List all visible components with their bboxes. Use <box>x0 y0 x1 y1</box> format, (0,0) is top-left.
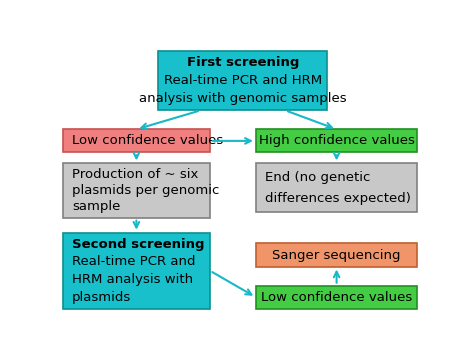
Text: Real-time PCR and: Real-time PCR and <box>72 255 196 268</box>
FancyBboxPatch shape <box>63 233 210 309</box>
Text: HRM analysis with: HRM analysis with <box>72 273 193 286</box>
Text: analysis with genomic samples: analysis with genomic samples <box>139 92 347 105</box>
Text: First screening: First screening <box>187 56 299 69</box>
Text: plasmids per genomic: plasmids per genomic <box>72 184 219 197</box>
Text: Low confidence values: Low confidence values <box>261 291 412 304</box>
Text: Low confidence values: Low confidence values <box>72 134 223 148</box>
FancyBboxPatch shape <box>158 50 328 110</box>
Text: plasmids: plasmids <box>72 291 131 304</box>
FancyBboxPatch shape <box>63 163 210 218</box>
FancyBboxPatch shape <box>256 129 418 152</box>
Text: differences expected): differences expected) <box>265 192 411 205</box>
Text: Production of ~ six: Production of ~ six <box>72 168 199 180</box>
Text: Second screening: Second screening <box>72 238 205 251</box>
FancyBboxPatch shape <box>63 129 210 152</box>
Text: Sanger sequencing: Sanger sequencing <box>273 249 401 262</box>
Text: End (no genetic: End (no genetic <box>265 170 370 184</box>
Text: High confidence values: High confidence values <box>259 134 415 148</box>
FancyBboxPatch shape <box>256 286 418 309</box>
FancyBboxPatch shape <box>256 163 418 212</box>
Text: Real-time PCR and HRM: Real-time PCR and HRM <box>164 74 322 87</box>
Text: sample: sample <box>72 201 120 214</box>
FancyBboxPatch shape <box>256 244 418 267</box>
